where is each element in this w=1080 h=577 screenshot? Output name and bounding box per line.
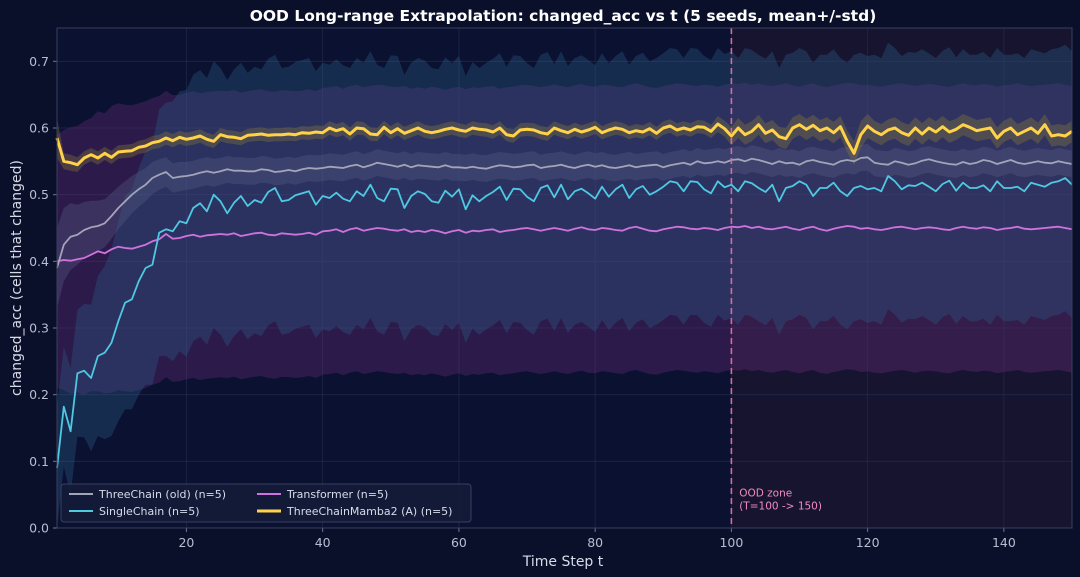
y-tick-label: 0.6 bbox=[29, 121, 49, 136]
x-tick-label: 100 bbox=[719, 535, 743, 550]
y-tick-label: 0.4 bbox=[29, 254, 49, 269]
x-tick-label: 120 bbox=[856, 535, 880, 550]
axes-frame bbox=[56, 27, 1073, 529]
annotation-text: (T=100 -> 150) bbox=[739, 500, 822, 512]
y-tick-label: 0.7 bbox=[29, 54, 49, 69]
chart-title: OOD Long-range Extrapolation: changed_ac… bbox=[250, 7, 877, 25]
x-tick-label: 40 bbox=[315, 535, 331, 550]
legend-label: ThreeChainMamba2 (A) (n=5) bbox=[286, 505, 452, 518]
series-line bbox=[56, 175, 1073, 469]
std-band bbox=[57, 42, 1072, 528]
legend-label: Transformer (n=5) bbox=[286, 488, 388, 501]
y-tick-label: 0.0 bbox=[29, 521, 49, 536]
legend-box bbox=[60, 483, 472, 523]
series-line bbox=[55, 122, 1073, 167]
y-tick-label: 0.1 bbox=[29, 454, 49, 469]
std-band bbox=[57, 144, 1072, 308]
plot-area: 0.0 0.1 0.2 0.3 0.4 0.5 0.6 0.7 20 40 60 80 100 120 14… bbox=[29, 27, 1073, 550]
annotation-text: OOD zone bbox=[739, 488, 792, 500]
y-tick-label: 0.5 bbox=[29, 187, 49, 202]
legend-label: SingleChain (n=5) bbox=[99, 505, 200, 518]
x-tick-label: 140 bbox=[992, 535, 1016, 550]
x-tick-label: 80 bbox=[587, 535, 603, 550]
x-tick-label: 60 bbox=[451, 535, 467, 550]
y-axis-label: changed_acc (cells that changed) bbox=[9, 160, 25, 396]
series-line bbox=[56, 156, 1073, 269]
y-tick-label: 0.3 bbox=[29, 321, 49, 336]
series-line bbox=[56, 225, 1073, 263]
x-tick-label: 20 bbox=[178, 535, 194, 550]
x-axis-label: Time Step t bbox=[522, 554, 604, 570]
ood-zone-region bbox=[731, 28, 1072, 528]
y-tick-label: 0.2 bbox=[29, 387, 49, 402]
legend-label: ThreeChain (old) (n=5) bbox=[98, 488, 226, 501]
